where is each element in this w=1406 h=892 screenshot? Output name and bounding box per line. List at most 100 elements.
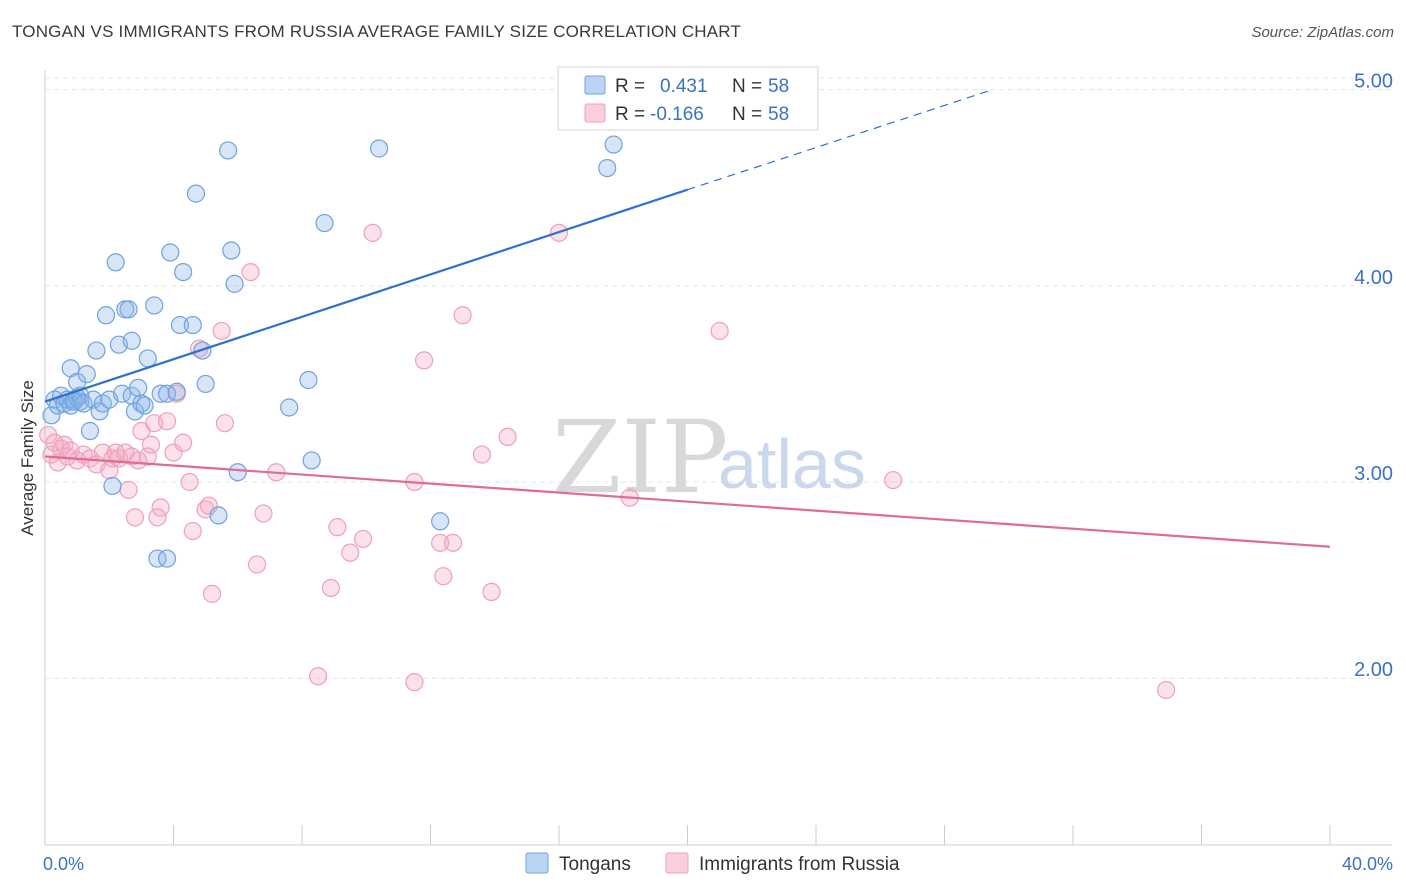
russia-point [241, 262, 260, 282]
russia-point [148, 508, 167, 527]
russia-point [119, 480, 138, 499]
russia-point [180, 472, 199, 492]
tongans-point [280, 398, 299, 417]
legend-r-value-tongans: 0.431 [660, 76, 708, 97]
trend-lines [44, 89, 1331, 548]
series-tongans-points [42, 135, 623, 568]
tongans-point [145, 296, 164, 315]
tongans-point [151, 384, 170, 403]
tongans-point [87, 341, 106, 360]
russia-point [247, 555, 267, 574]
russia-point [431, 533, 450, 552]
russia-point [414, 351, 434, 370]
y-tick-label: 5.00 [1354, 71, 1393, 93]
russia-point [254, 504, 273, 523]
trend-line-russia [44, 455, 1331, 548]
legend-n-value-russia: 58 [768, 104, 789, 125]
y-tick-labels: 2.00 3.00 4.00 5.00 [1354, 71, 1393, 682]
tongans-point [42, 406, 61, 425]
tongans-point [135, 396, 154, 415]
tongans-point [96, 306, 116, 325]
tongans-point [157, 549, 177, 568]
legend-r-value-russia: -0.166 [650, 104, 704, 125]
x-tick-label-max: 40.0% [1342, 854, 1393, 874]
tongans-point [174, 262, 193, 282]
grid-lines [45, 77, 1392, 679]
tongans-point [302, 451, 321, 470]
russia-point [125, 508, 145, 527]
legend-swatch-tongans [584, 75, 606, 95]
tongans-point [119, 300, 138, 319]
legend-r-label-russia: R = [615, 104, 645, 125]
tongans-point [132, 394, 151, 413]
tongans-point [299, 370, 318, 390]
tongans-point [138, 349, 157, 368]
tongans-point [196, 374, 215, 394]
y-axis-title: Average Family Size [18, 380, 37, 536]
russia-point [482, 582, 501, 601]
russia-point [453, 306, 472, 325]
tongans-point [431, 512, 450, 531]
tongans-point [129, 378, 148, 397]
russia-point [498, 427, 517, 446]
bottom-legend-tongans: Tongans [559, 854, 631, 875]
russia-point [321, 578, 341, 598]
legend-n-label-russia: N = [732, 104, 762, 125]
russia-point [164, 443, 183, 462]
trend-line-tongans [44, 188, 688, 403]
x-tick-label-min: 0.0% [43, 854, 84, 874]
tongans-point [598, 159, 617, 178]
y-tick-label: 3.00 [1354, 463, 1393, 485]
tongans-point [77, 365, 96, 384]
russia-point [308, 667, 328, 686]
watermark-atlas: atlas [718, 425, 866, 503]
russia-point [151, 498, 170, 517]
tongans-point [74, 394, 93, 413]
russia-point [363, 223, 382, 242]
y-tick-label: 2.00 [1354, 659, 1393, 681]
russia-point [443, 533, 463, 552]
russia-point [212, 321, 231, 341]
tongans-point [170, 315, 190, 335]
watermark: ZIP atlas [552, 399, 866, 516]
tongans-point [161, 243, 180, 262]
tongans-point [186, 184, 206, 203]
russia-point [328, 518, 347, 537]
tongans-point [106, 253, 125, 272]
tongans-point [122, 331, 141, 350]
russia-point [405, 673, 424, 692]
russia-point [353, 529, 373, 549]
russia-point [710, 321, 729, 341]
legend-n-label-tongans: N = [732, 76, 762, 97]
bottom-legend-swatch-tongans [525, 852, 549, 874]
tongans-point [228, 463, 247, 482]
tongans-point [225, 274, 244, 293]
legend-n-value-tongans: 58 [768, 76, 789, 97]
russia-point [202, 584, 222, 603]
bottom-legend-russia: Immigrants from Russia [699, 854, 900, 875]
tongans-point [315, 213, 334, 233]
russia-point [434, 567, 453, 586]
russia-point [215, 414, 234, 433]
russia-point [883, 470, 903, 490]
russia-point [174, 433, 193, 452]
russia-point [472, 445, 491, 464]
russia-point [129, 451, 148, 470]
y-tick-label: 4.00 [1354, 267, 1393, 289]
russia-point [183, 521, 202, 541]
tongans-point [80, 421, 100, 441]
tongans-point [222, 241, 241, 260]
tongans-point [103, 476, 122, 496]
tongans-point [84, 390, 103, 409]
tongans-point [148, 549, 167, 568]
series-legend: Tongans Immigrants from Russia [525, 852, 900, 875]
legend-r-label-tongans: R = [615, 76, 645, 97]
russia-point [138, 447, 157, 466]
chart-title: TONGAN VS IMMIGRANTS FROM RUSSIA AVERAGE… [12, 22, 742, 41]
tongans-point [219, 141, 238, 160]
watermark-zip: ZIP [552, 399, 728, 516]
x-tick-labels: 0.0% 40.0% [43, 854, 1393, 874]
tongans-point [183, 315, 202, 335]
russia-point [1157, 680, 1176, 700]
